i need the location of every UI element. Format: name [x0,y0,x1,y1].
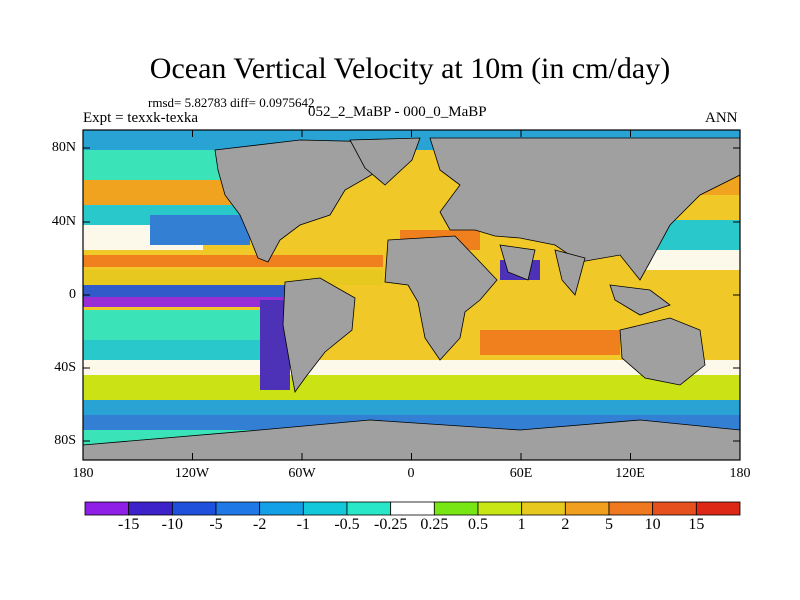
colorbar-swatch [128,501,173,516]
map-title: Ocean Vertical Velocity at 10m (in cm/da… [149,52,671,85]
colorbar-swatch [695,501,741,516]
greenland [349,137,421,186]
colorbar-label: 0.25 [420,516,449,533]
colorbar-label: 0.5 [468,516,488,533]
colorbar-label: 15 [688,516,705,533]
colorbar-swatch [346,501,392,516]
colorbar-label: -0.5 [334,516,360,533]
lat-label-40s: 40S [54,360,76,375]
lat-label-80s: 80S [54,433,76,448]
lon-ticks [82,130,741,460]
colorbar-swatch [477,501,523,516]
lon-label-180w: 180 [72,466,94,481]
colorbar-label: -15 [117,516,140,533]
colorbar-swatch [521,501,566,516]
india [554,249,586,296]
colorbar-label: -0.25 [373,516,408,533]
colorbar-swatch [390,501,435,516]
lon-label-180e: 180 [729,466,751,481]
land-masses [83,137,740,460]
experiment-label: Expt = texxk-texka [83,110,199,126]
colorbar-swatch [171,501,217,516]
antarctica [83,419,740,460]
lon-label-60w: 60W [288,466,316,481]
difference-label: 052_2_MaBP - 000_0_MaBP [308,104,487,120]
colorbar-label: -2 [252,516,267,533]
lon-label-0: 0 [407,466,415,481]
australia [619,317,706,386]
colorbar [84,501,741,516]
colorbar-swatch [259,501,304,516]
lon-label-60e: 60E [509,466,533,481]
lon-label-120e: 120E [615,466,645,481]
colorbar-swatch [84,501,130,516]
arabia [499,244,536,281]
southeast-asia [609,284,671,316]
colorbar-label: 2 [561,516,570,533]
colorbar-swatch [302,501,348,516]
colorbar-label: -5 [209,516,223,533]
lat-ticks [83,147,740,442]
colorbar-swatch [652,501,697,516]
colorbar-label: 10 [644,516,661,533]
colorbar-label: 1 [517,516,526,533]
south-america [282,277,356,393]
colorbar-label: -1 [296,516,310,533]
lat-label-40n: 40N [51,214,76,229]
colorbar-swatch [564,501,610,516]
colorbar-swatch [608,501,654,516]
lat-label-0: 0 [69,287,76,302]
africa [384,235,498,361]
colorbar-label: -10 [161,516,183,533]
stats-label: rmsd= 5.82783 diff= 0.0975642 [148,95,315,110]
lon-label-120w: 120W [174,466,210,481]
colorbar-label: 5 [605,516,613,533]
colorbar-swatch [215,501,261,516]
lat-label-80n: 80N [51,140,76,155]
season-label: ANN [705,110,738,126]
colorbar-swatch [433,501,479,516]
